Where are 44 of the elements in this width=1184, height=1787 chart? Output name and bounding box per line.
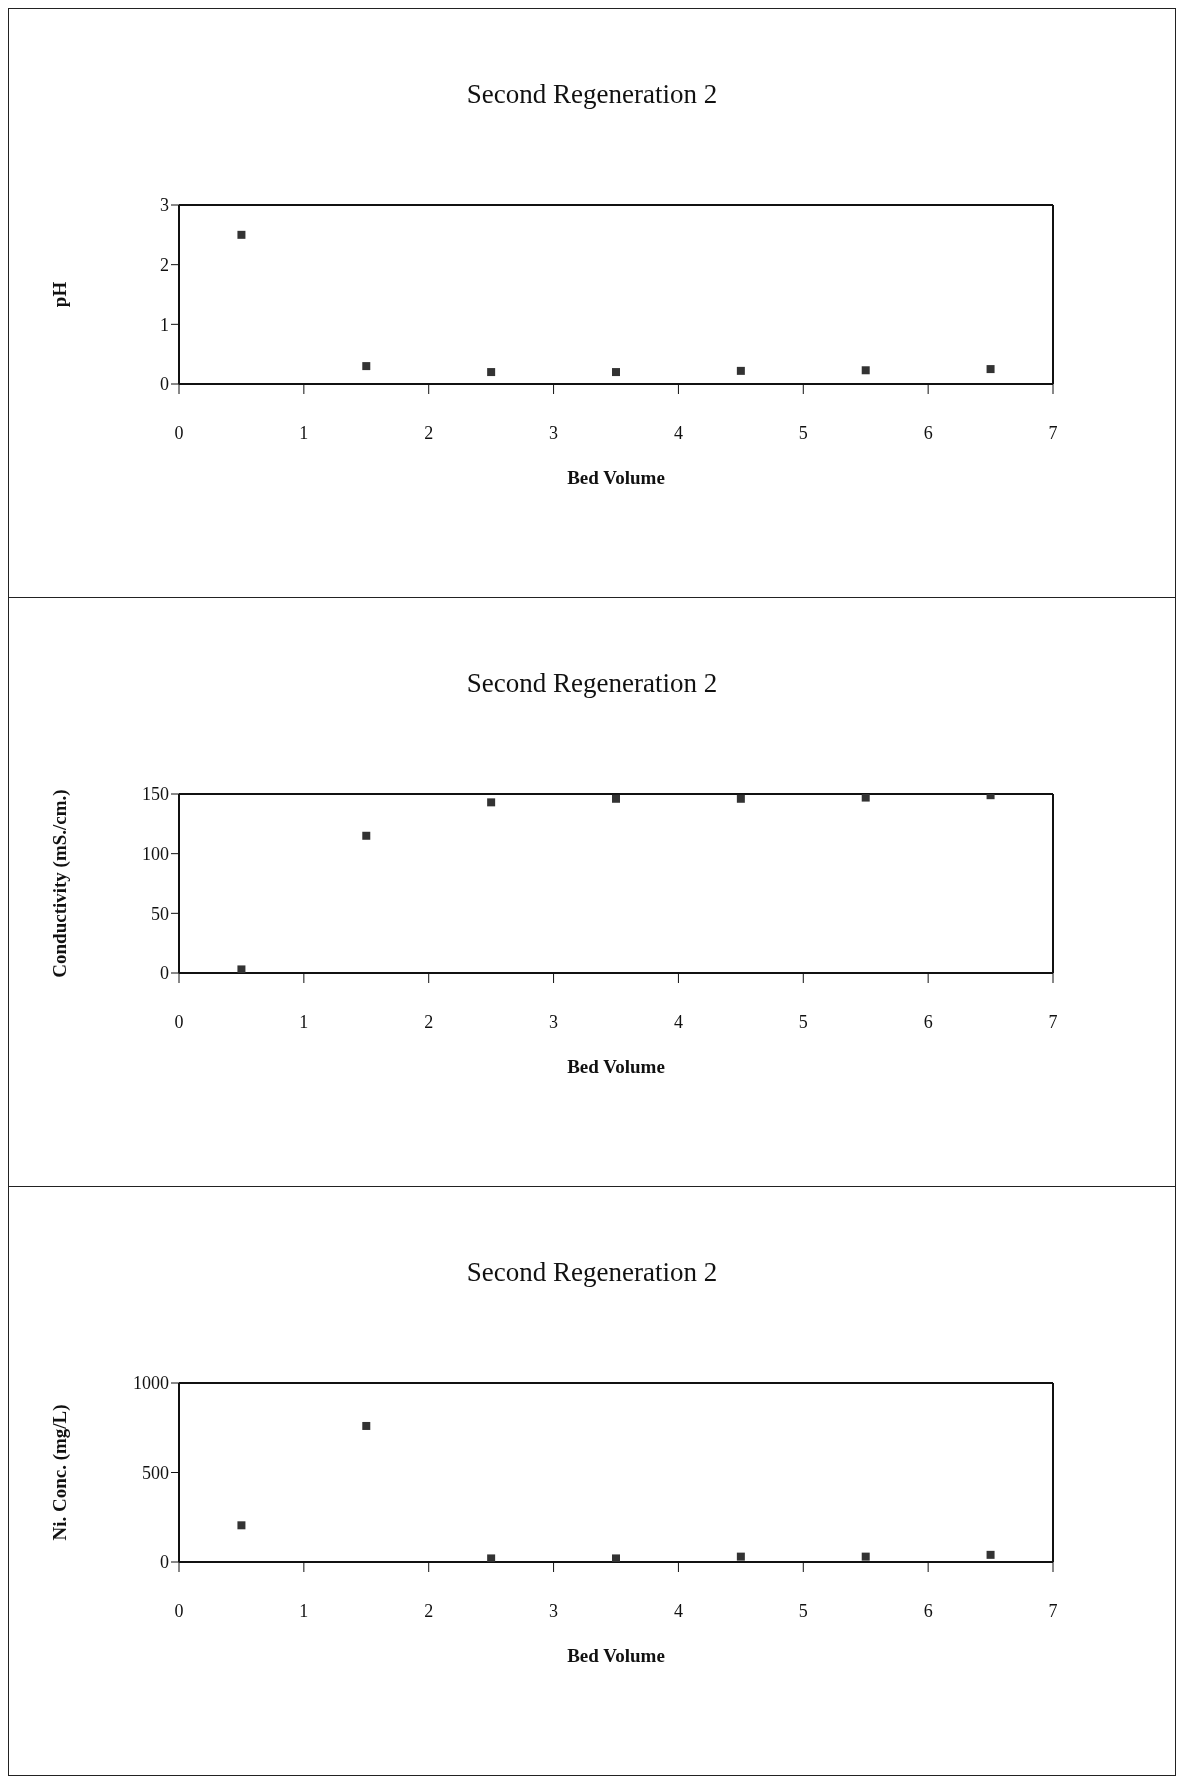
x-tick-label: 2 bbox=[424, 422, 434, 443]
x-tick-label: 7 bbox=[1048, 422, 1058, 443]
chart-title: Second Regeneration 2 bbox=[465, 668, 719, 699]
chart-title: Second Regeneration 2 bbox=[465, 1257, 719, 1288]
x-tick-label: 3 bbox=[549, 422, 559, 443]
x-tick-label: 2 bbox=[424, 1011, 434, 1032]
y-tick-label: 50 bbox=[151, 903, 169, 924]
x-axis-title: Bed Volume bbox=[567, 467, 665, 488]
y-axis-title: Conductivity (mS./cm.) bbox=[48, 789, 71, 978]
x-tick-label: 3 bbox=[549, 1011, 559, 1032]
y-tick-label: 3 bbox=[160, 195, 169, 216]
y-tick-label: 0 bbox=[160, 1552, 169, 1573]
x-tick-label: 1 bbox=[299, 1011, 309, 1032]
x-tick-label: 3 bbox=[549, 1600, 559, 1621]
x-tick-label: 0 bbox=[174, 1600, 184, 1621]
x-tick-label: 6 bbox=[923, 1600, 933, 1621]
x-tick-label: 0 bbox=[174, 1011, 184, 1032]
x-tick-label: 4 bbox=[673, 422, 683, 443]
y-axis-title: Ni. Conc. (mg/L) bbox=[48, 1404, 71, 1541]
x-tick-label: 5 bbox=[798, 422, 808, 443]
x-tick-label: 4 bbox=[673, 1600, 683, 1621]
x-axis-title: Bed Volume bbox=[567, 1645, 665, 1666]
y-tick-label: 0 bbox=[160, 963, 169, 984]
x-tick-label: 1 bbox=[299, 1600, 309, 1621]
x-axis-title: Bed Volume bbox=[567, 1056, 665, 1077]
x-tick-label: 6 bbox=[923, 422, 933, 443]
x-tick-label: 2 bbox=[424, 1600, 434, 1621]
x-tick-label: 5 bbox=[798, 1011, 808, 1032]
x-tick-label: 0 bbox=[174, 422, 184, 443]
chart-title: Second Regeneration 2 bbox=[465, 79, 719, 110]
x-tick-label: 6 bbox=[923, 1011, 933, 1032]
y-tick-label: 100 bbox=[142, 844, 169, 865]
y-tick-label: 2 bbox=[160, 255, 169, 276]
y-tick-label: 0 bbox=[160, 374, 169, 395]
x-tick-label: 7 bbox=[1048, 1600, 1058, 1621]
x-tick-label: 7 bbox=[1048, 1011, 1058, 1032]
y-tick-label: 1 bbox=[160, 314, 169, 335]
x-tick-label: 5 bbox=[798, 1600, 808, 1621]
y-tick-label: 500 bbox=[142, 1462, 169, 1483]
x-tick-label: 4 bbox=[673, 1011, 683, 1032]
y-tick-label: 1000 bbox=[133, 1373, 169, 1394]
x-tick-label: 1 bbox=[299, 422, 309, 443]
y-tick-label: 150 bbox=[142, 784, 169, 805]
y-axis-title: pH bbox=[48, 281, 70, 308]
